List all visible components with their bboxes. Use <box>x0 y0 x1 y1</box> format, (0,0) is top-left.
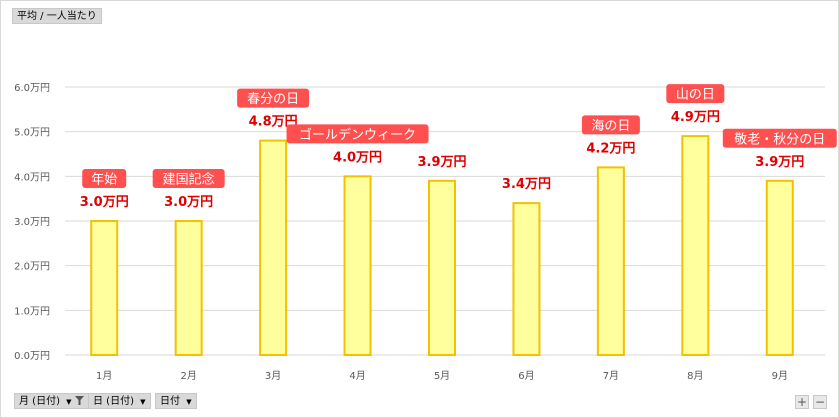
bar <box>681 135 710 356</box>
bar <box>596 166 625 356</box>
bar <box>765 179 794 356</box>
data-label: 4.9万円 <box>671 110 720 125</box>
chevron-down-icon: ▼ <box>140 398 146 406</box>
y-tick-label: 1.0万円 <box>14 306 50 317</box>
y-tick-label: 3.0万円 <box>14 217 50 228</box>
chevron-down-icon: ▼ <box>186 398 192 406</box>
data-label: 4.0万円 <box>333 150 382 165</box>
y-tick-label: 4.0万円 <box>14 172 50 183</box>
x-tick-label: 8月 <box>687 370 703 382</box>
data-label: 3.0万円 <box>164 195 213 210</box>
data-label: 3.4万円 <box>502 177 551 192</box>
bar <box>428 179 456 356</box>
month-field-button[interactable]: 月 (日付) ▼ <box>14 393 89 409</box>
y-tick-label: 0.0万円 <box>14 351 50 362</box>
filter-icon <box>74 396 84 405</box>
value-field-button[interactable]: 平均 / 一人当たり <box>12 8 102 24</box>
x-tick-label: 9月 <box>772 370 788 382</box>
bar <box>512 202 541 356</box>
month-field-label: 月 (日付) <box>19 396 60 407</box>
data-label: 4.8万円 <box>249 115 298 130</box>
callout-label: 敬老・秋分の日 <box>734 131 825 147</box>
y-tick-label: 2.0万円 <box>14 262 50 273</box>
x-tick-label: 5月 <box>434 370 450 382</box>
y-tick-label: 6.0万円 <box>14 83 50 94</box>
x-tick-label: 7月 <box>603 370 619 382</box>
bar <box>343 175 372 356</box>
bar <box>90 220 119 356</box>
x-tick-label: 3月 <box>265 370 281 382</box>
data-label: 3.0万円 <box>80 195 129 210</box>
chevron-down-icon: ▼ <box>66 398 72 406</box>
x-tick-label: 4月 <box>349 370 365 382</box>
date-field-button[interactable]: 日付 ▼ <box>155 393 197 409</box>
data-label: 4.2万円 <box>586 141 635 156</box>
callout-box <box>722 128 837 148</box>
bar <box>174 220 203 356</box>
callout-box <box>581 115 640 135</box>
data-label: 3.9万円 <box>417 155 466 170</box>
callout-label: 建国記念 <box>163 172 215 188</box>
date-field-label: 日付 <box>160 396 180 407</box>
x-tick-label: 2月 <box>180 370 196 382</box>
callout-label: 海の日 <box>591 119 630 134</box>
callout-label: ゴールデンウィーク <box>299 127 416 143</box>
zoom-out-button[interactable]: − <box>813 395 827 409</box>
callout-box <box>286 124 429 144</box>
x-tick-label: 6月 <box>518 370 534 382</box>
callout-label: 年始 <box>91 173 117 188</box>
callout-label: 山の日 <box>676 88 715 103</box>
callout-box <box>152 169 225 188</box>
callout-label: 春分の日 <box>247 92 299 107</box>
day-field-label: 日 (日付) <box>93 396 134 407</box>
bar <box>259 139 288 356</box>
data-label: 3.9万円 <box>755 155 804 170</box>
day-field-button[interactable]: 日 (日付) ▼ <box>88 393 151 409</box>
zoom-in-button[interactable]: + <box>795 395 809 409</box>
y-tick-label: 5.0万円 <box>14 128 50 139</box>
callout-box <box>237 88 310 108</box>
callout-box <box>82 169 127 188</box>
x-tick-label: 1月 <box>96 370 112 382</box>
callout-box <box>666 84 725 104</box>
